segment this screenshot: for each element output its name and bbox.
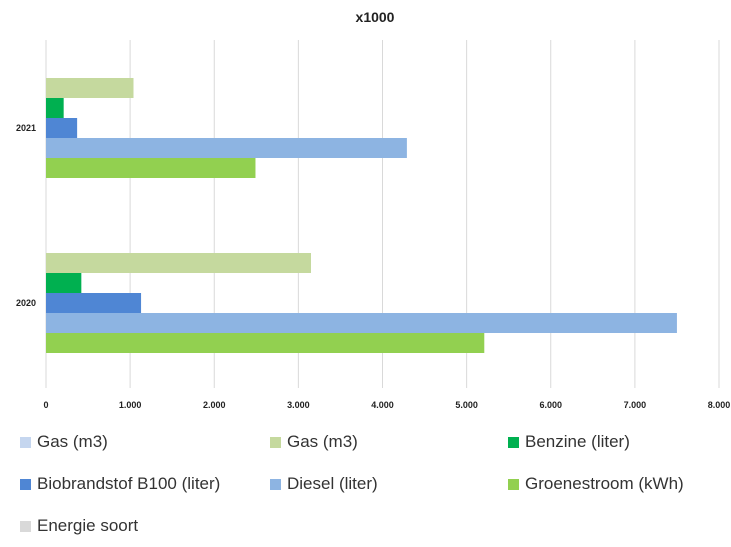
legend-item: Energie soort xyxy=(20,516,138,536)
legend-label: Energie soort xyxy=(37,516,139,535)
bar xyxy=(46,293,142,313)
legend-swatch xyxy=(20,520,31,532)
legend-item: Diesel (liter) xyxy=(270,474,378,494)
bar xyxy=(46,78,134,98)
legend-swatch xyxy=(508,478,519,490)
bar xyxy=(46,333,485,353)
bars xyxy=(46,78,677,353)
legend-label: Diesel (liter) xyxy=(287,474,378,493)
bar xyxy=(46,118,78,138)
legend-swatch xyxy=(270,436,281,448)
y-tick-label: 2021 xyxy=(16,123,36,133)
bar xyxy=(46,158,256,178)
bar xyxy=(46,273,82,293)
x-tick-label: 0 xyxy=(43,400,48,410)
legend-label: Gas (m3) xyxy=(37,432,108,451)
y-tick-label: 2020 xyxy=(16,298,36,308)
legend-label: Groenestroom (kWh) xyxy=(525,474,684,493)
x-tick-label: 3.000 xyxy=(287,400,310,410)
legend-swatch xyxy=(270,478,281,490)
x-tick-label: 6.000 xyxy=(539,400,562,410)
x-tick-label: 7.000 xyxy=(624,400,647,410)
legend-swatch xyxy=(508,436,519,448)
x-tick-label: 2.000 xyxy=(203,400,226,410)
legend-item: Gas (m3) xyxy=(20,432,108,452)
legend-swatch xyxy=(20,436,31,448)
x-tick-label: 4.000 xyxy=(371,400,394,410)
bar xyxy=(46,313,677,333)
bar xyxy=(46,138,407,158)
legend-item: Benzine (liter) xyxy=(508,432,630,452)
legend-label: Biobrandstof B100 (liter) xyxy=(37,474,221,493)
legend-item: Groenestroom (kWh) xyxy=(508,474,684,494)
legend-item: Biobrandstof B100 (liter) xyxy=(20,474,220,494)
x-tick-label: 8.000 xyxy=(708,400,731,410)
legend-swatch xyxy=(20,478,31,490)
chart-title: x1000 xyxy=(356,9,395,25)
bar xyxy=(46,253,311,273)
legend-label: Benzine (liter) xyxy=(525,432,630,451)
legend-item: Gas (m3) xyxy=(270,432,358,452)
axes: 0 1.000 2.000 3.000 4.000 5.000 6.000 7.000 8.00… xyxy=(16,123,730,410)
x-tick-label: 1.000 xyxy=(119,400,142,410)
bar xyxy=(46,98,64,118)
legend-label: Gas (m3) xyxy=(287,432,358,451)
x-tick-label: 5.000 xyxy=(455,400,478,410)
